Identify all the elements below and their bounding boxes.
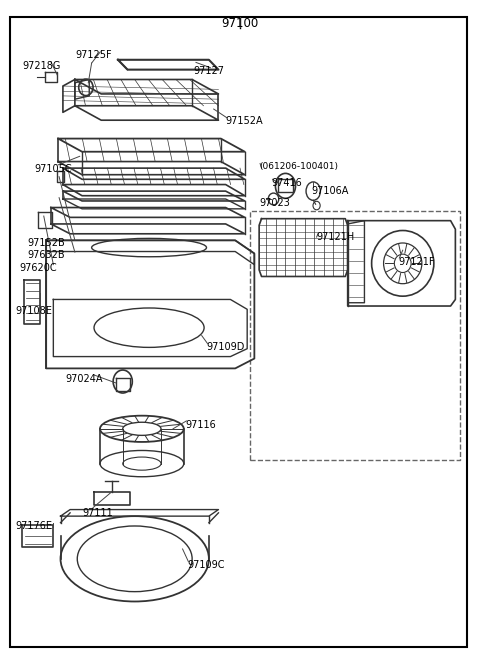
- Text: 97218G: 97218G: [22, 61, 60, 71]
- Text: 97127: 97127: [193, 66, 224, 76]
- Text: 97632B: 97632B: [27, 250, 65, 260]
- Text: 97121H: 97121H: [317, 232, 355, 242]
- Text: 97125F: 97125F: [76, 50, 112, 60]
- Text: 97100: 97100: [221, 17, 259, 30]
- Text: 97105C: 97105C: [34, 164, 72, 174]
- Text: 97176E: 97176E: [15, 520, 52, 531]
- Text: 97620C: 97620C: [20, 263, 58, 273]
- Text: 97152A: 97152A: [226, 116, 263, 126]
- Text: 97121F: 97121F: [398, 257, 434, 266]
- Text: 97416: 97416: [271, 178, 302, 188]
- Text: 97152B: 97152B: [27, 238, 65, 248]
- Text: 97111: 97111: [82, 507, 113, 518]
- Text: 97023: 97023: [259, 197, 290, 208]
- Text: 97106A: 97106A: [312, 186, 349, 196]
- Text: 97109D: 97109D: [206, 342, 245, 352]
- Text: 97108E: 97108E: [15, 306, 52, 316]
- Text: 97024A: 97024A: [65, 374, 103, 384]
- Text: 97109C: 97109C: [187, 560, 225, 570]
- Text: (061206-100401): (061206-100401): [259, 162, 338, 170]
- Text: 97116: 97116: [185, 420, 216, 430]
